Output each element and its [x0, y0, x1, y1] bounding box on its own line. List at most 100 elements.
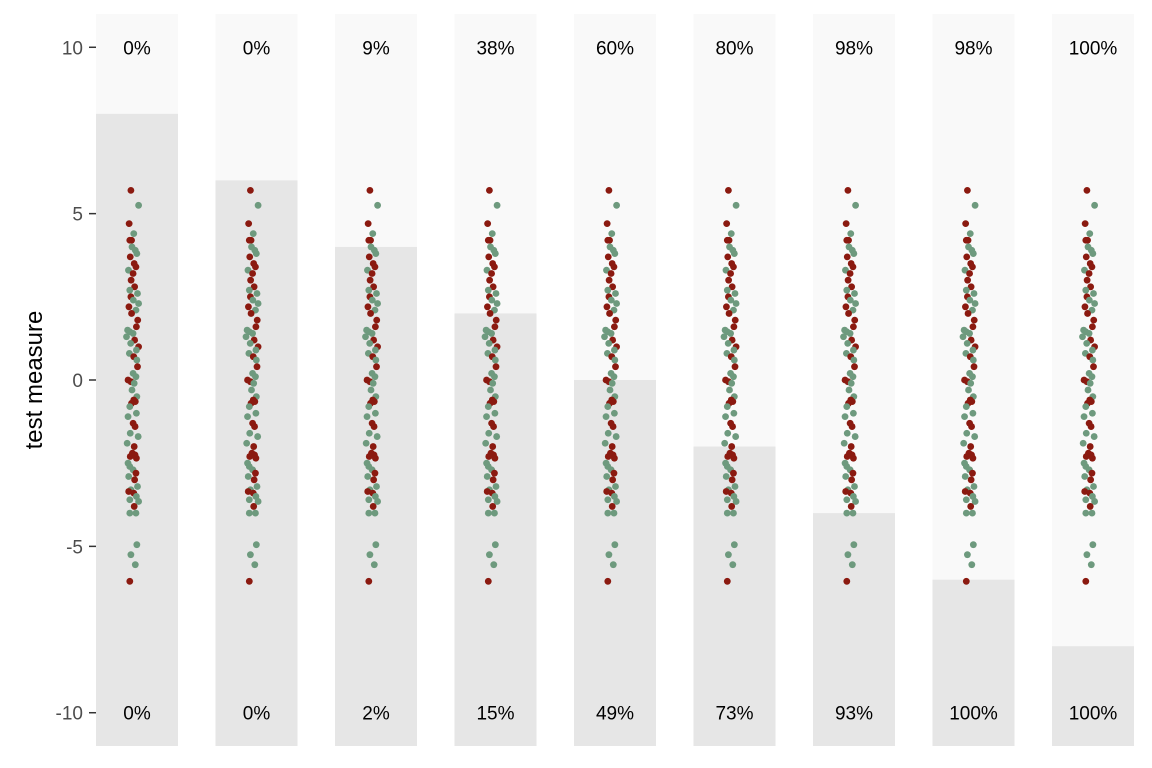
data-point [251, 561, 259, 569]
data-point [247, 236, 255, 244]
data-point [962, 286, 970, 294]
data-point [247, 551, 254, 559]
data-point [611, 454, 618, 462]
data-point [613, 201, 620, 209]
data-point [371, 373, 379, 381]
panel-lower-region [932, 579, 1015, 746]
data-point [484, 577, 492, 585]
data-point [244, 413, 251, 420]
data-point [605, 551, 613, 559]
data-point [244, 473, 252, 480]
data-point [368, 330, 376, 337]
data-point [725, 551, 732, 559]
panel-lower-region [215, 180, 298, 746]
data-point [726, 386, 733, 394]
data-point [612, 316, 620, 324]
data-point [1087, 476, 1095, 484]
data-point [966, 330, 973, 337]
data-point [844, 186, 852, 194]
data-point [962, 403, 970, 411]
data-point [730, 509, 737, 517]
data-point [493, 433, 501, 440]
data-point [850, 409, 857, 417]
data-point [967, 476, 975, 484]
data-point [488, 330, 495, 337]
data-point [1088, 373, 1096, 381]
data-point [246, 453, 254, 460]
data-point [492, 483, 500, 490]
data-point [254, 201, 262, 209]
data-point [962, 509, 970, 517]
data-point [132, 373, 140, 381]
data-point [1088, 263, 1096, 271]
data-point [848, 476, 856, 484]
data-point [483, 413, 490, 420]
panel-points [720, 186, 740, 585]
data-point [604, 253, 612, 261]
data-point [493, 300, 501, 307]
labels-layer: 0% 0% 0% 0% 9% 2% 38% 15% 60% 49% 80% 73% 98% 93% 98% 1… [123, 38, 1117, 724]
panel [574, 14, 656, 746]
data-point [607, 296, 615, 304]
data-point [604, 577, 612, 585]
data-point [613, 300, 620, 307]
data-point [846, 330, 854, 337]
data-point [852, 201, 859, 209]
data-point [1084, 310, 1091, 317]
bottom-percent-label: 100% [949, 704, 998, 725]
data-point [491, 346, 499, 354]
data-point [249, 330, 256, 337]
data-point [1089, 356, 1097, 364]
data-point [971, 201, 979, 209]
data-point [491, 509, 498, 517]
data-point [1081, 303, 1089, 311]
data-point [962, 220, 970, 228]
data-point [486, 551, 493, 559]
data-point [971, 433, 979, 440]
panel [454, 14, 537, 746]
data-point [961, 413, 968, 420]
data-point [250, 476, 258, 484]
data-point [601, 439, 609, 447]
data-point [724, 453, 732, 460]
data-point [1083, 551, 1091, 559]
data-point [727, 270, 734, 277]
data-point [488, 270, 495, 277]
data-point [849, 509, 857, 517]
data-point [252, 509, 259, 517]
data-point [243, 439, 251, 447]
data-point [489, 503, 497, 510]
data-point [132, 509, 140, 517]
data-point [490, 561, 498, 569]
data-point [248, 386, 255, 394]
data-point [485, 429, 493, 437]
data-point [1082, 453, 1090, 460]
data-point [843, 253, 851, 261]
data-point [130, 443, 138, 450]
data-point [1086, 503, 1094, 510]
data-point [133, 409, 140, 417]
data-point [1090, 363, 1097, 371]
top-percent-label: 98% [954, 38, 992, 59]
data-point [1079, 333, 1086, 341]
data-point [365, 253, 373, 261]
data-point [967, 283, 975, 291]
data-point [1082, 509, 1090, 517]
data-point [969, 409, 977, 417]
data-point [245, 220, 253, 228]
data-point [372, 409, 379, 417]
panel [1052, 14, 1134, 746]
data-point [362, 439, 370, 447]
data-point [970, 363, 978, 371]
data-point [128, 236, 135, 244]
data-point [613, 498, 620, 505]
data-point [721, 439, 729, 447]
data-point [125, 303, 133, 311]
y-tick-label: 10 [62, 38, 83, 59]
data-point [365, 429, 373, 437]
data-point [132, 469, 140, 477]
data-point [850, 323, 857, 331]
data-point [246, 253, 254, 261]
data-point [604, 403, 612, 411]
data-point [964, 236, 972, 244]
